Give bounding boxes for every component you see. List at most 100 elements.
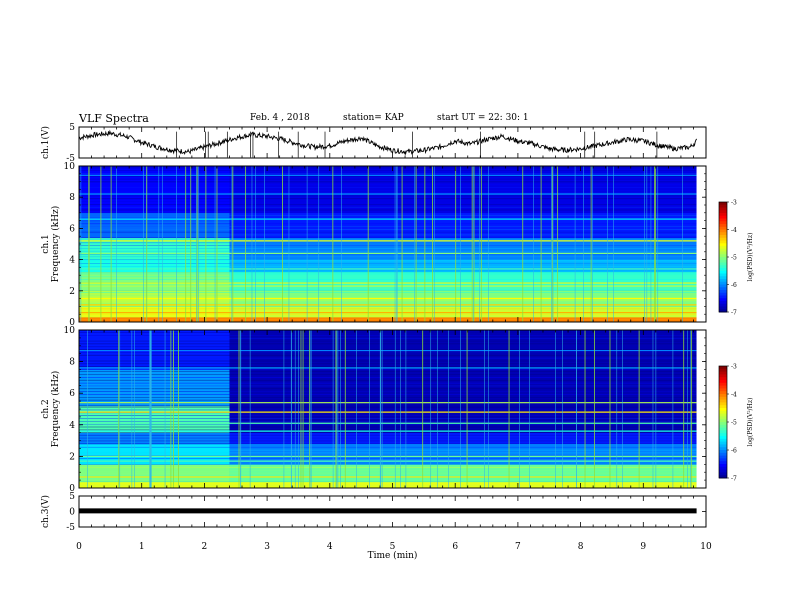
colorbar-swatch	[719, 298, 727, 302]
colorbar-swatch	[719, 301, 727, 305]
x-tick-label: 1	[139, 542, 145, 552]
colorbar-swatch	[719, 265, 727, 269]
band-after	[229, 317, 697, 322]
colorbar-swatch	[719, 224, 727, 228]
y-axis-label: ch.1(V)	[40, 126, 51, 159]
x-tick-label: 10	[700, 542, 712, 552]
y-tick-label: 6	[69, 224, 75, 234]
colorbar-swatch	[719, 441, 727, 445]
colorbar-swatch	[719, 243, 727, 247]
colorbar-swatch	[719, 433, 727, 437]
colorbar-swatch	[719, 416, 727, 420]
colorbar-tick-label: -6	[731, 282, 737, 289]
colorbar-swatch	[719, 213, 727, 217]
colorbar-swatch	[719, 399, 727, 403]
colorbar-tick-label: -5	[731, 255, 737, 262]
colorbar-swatch	[719, 388, 727, 392]
colorbar-swatch	[719, 380, 727, 384]
colorbar-swatch	[719, 475, 727, 479]
colorbar-swatch	[719, 306, 727, 310]
y-axis-label: ch.3(V)	[40, 495, 51, 528]
band-after	[229, 443, 697, 465]
y-tick-label: -5	[66, 154, 75, 164]
colorbar-tick-label: -5	[731, 420, 737, 427]
y-axis-label: ch.2	[41, 399, 51, 418]
colorbar-swatch	[719, 402, 727, 406]
band-before	[79, 212, 230, 238]
colorbar-swatch	[719, 424, 727, 429]
y-tick-label: 10	[64, 326, 76, 336]
band-after	[229, 166, 697, 213]
band-before	[79, 166, 230, 213]
colorbar-swatch	[719, 455, 727, 459]
colorbar-swatch	[719, 287, 727, 291]
colorbar-swatch	[719, 427, 727, 431]
station-label: station= KAP	[343, 113, 404, 123]
band-before	[79, 259, 230, 273]
colorbar-swatch	[719, 385, 727, 389]
colorbar-swatch	[719, 284, 727, 288]
y-tick-label: 0	[69, 484, 75, 494]
colorbar-swatch	[719, 377, 727, 381]
ch2-spectrogram-panel: 0 2 4 6 8 10 ch.2 Frequency (kHz)	[41, 326, 707, 494]
y-tick-label: 2	[69, 452, 75, 462]
colorbar-swatch	[719, 408, 727, 412]
colorbar-swatch	[719, 458, 727, 462]
ch1-series-line	[78, 129, 697, 156]
colorbar-swatch	[719, 394, 727, 398]
colorbar-swatch	[719, 469, 727, 473]
x-tick-label: 3	[264, 542, 270, 552]
no-data-area	[696, 166, 706, 322]
band-before	[79, 443, 230, 465]
colorbar-tick-label: -3	[731, 364, 737, 371]
colorbar-swatch	[719, 262, 727, 266]
colorbar-swatch	[719, 240, 727, 244]
colorbar-swatch	[719, 366, 727, 370]
y-tick-label: 6	[69, 389, 75, 399]
colorbars: -3 -4 -5 -6 -7 log(PSD)(V²/Hz) -3 -4 -5 -6 -7 log(P…	[718, 200, 754, 483]
colorbar-swatch	[719, 472, 727, 476]
x-tick-label: 4	[327, 542, 333, 552]
colorbar-swatch	[719, 257, 727, 261]
colorbar-tick-label: -3	[731, 200, 737, 207]
x-axis-label: Time (min)	[368, 550, 418, 561]
colorbar-label: log(PSD)(V²/Hz)	[747, 233, 754, 282]
colorbar-tick-label: -6	[731, 448, 737, 455]
colorbar-swatch	[719, 438, 727, 443]
colorbar-swatch	[719, 226, 727, 230]
colorbar-swatch	[719, 391, 727, 395]
colorbar-swatch	[719, 396, 727, 401]
colorbar-swatch	[719, 292, 727, 296]
colorbar-swatch	[719, 450, 727, 454]
y-tick-label: 5	[69, 123, 75, 133]
colorbar-swatch	[719, 430, 727, 434]
y-tick-label: 5	[69, 492, 75, 502]
colorbar-swatch	[719, 270, 727, 274]
colorbar-swatch	[719, 374, 727, 378]
y-tick-label: 4	[69, 256, 75, 266]
colorbar-tick-label: -7	[731, 310, 737, 317]
colorbar-swatch	[719, 371, 727, 375]
colorbar-swatch	[719, 410, 727, 415]
band-before	[79, 405, 230, 433]
colorbar-swatch	[719, 447, 727, 451]
colorbar-swatch	[719, 248, 727, 252]
y-tick-label: -5	[66, 523, 75, 533]
colorbar-swatch	[719, 295, 727, 299]
colorbar-tick-label: -7	[731, 476, 737, 483]
colorbar-swatch	[719, 268, 727, 272]
band-after	[229, 212, 697, 238]
colorbar-tick-label: -4	[731, 392, 737, 399]
colorbar-swatch	[719, 382, 727, 387]
colorbar-swatch	[719, 259, 727, 263]
y-axis-label: Frequency (kHz)	[50, 206, 61, 283]
colorbar-swatch	[719, 444, 727, 448]
colorbar-swatch	[719, 254, 727, 258]
colorbar-label: log(PSD)(V²/Hz)	[747, 398, 754, 447]
colorbar-swatch	[719, 309, 727, 313]
colorbar-swatch	[719, 229, 727, 233]
colorbar-swatch	[719, 273, 727, 277]
ch3-waveform-panel: 5 0 -5 ch.3(V)	[40, 492, 707, 533]
colorbar-swatch	[719, 436, 727, 440]
